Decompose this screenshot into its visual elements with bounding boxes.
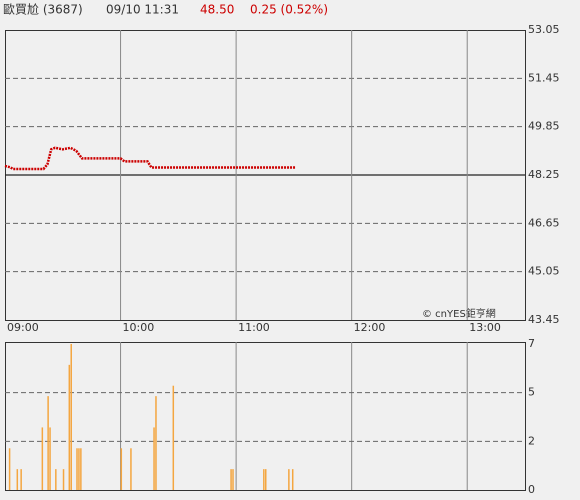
volume-panel — [5, 342, 526, 491]
volume-bar — [70, 344, 72, 490]
y-tick-label: 43.45 — [528, 313, 560, 326]
volume-bar — [8, 448, 11, 490]
volume-bar — [288, 469, 290, 490]
volume-bar — [120, 448, 123, 490]
volume-bar — [155, 396, 157, 490]
x-tick-label: 10:00 — [123, 321, 155, 334]
y-tick-label: 53.05 — [528, 23, 560, 36]
stock-name: 歐買尬 (3687) — [3, 2, 83, 17]
volume-bar — [263, 469, 265, 490]
y-tick-label: 2 — [528, 434, 535, 447]
volume-bar — [20, 469, 22, 490]
x-tick-label: 09:00 — [7, 321, 39, 334]
volume-bar — [291, 469, 294, 490]
volume-bar — [49, 427, 51, 490]
y-tick-label: 51.45 — [528, 71, 560, 84]
volume-bar — [16, 469, 19, 490]
y-tick-label: 46.65 — [528, 216, 560, 229]
volume-bar — [55, 469, 57, 490]
volume-bar — [68, 364, 71, 490]
volume-bar — [230, 469, 232, 490]
volume-bar — [41, 427, 44, 490]
y-tick-label: 0 — [528, 483, 535, 496]
price-line — [4, 146, 296, 171]
quote-time: 09/10 11:31 — [106, 3, 179, 17]
x-tick-label: 11:00 — [238, 321, 270, 334]
volume-bar — [172, 385, 175, 490]
volume-bar — [47, 396, 49, 490]
x-tick-label: 13:00 — [469, 321, 501, 334]
volume-bar — [78, 448, 80, 490]
volume-bar — [80, 448, 82, 490]
watermark: © cnYES鉅亨網 — [422, 307, 496, 320]
volume-bar — [130, 448, 132, 490]
volume-bar — [265, 469, 267, 490]
volume-bar — [62, 469, 65, 490]
y-tick-label: 5 — [528, 386, 535, 399]
price-change: 0.25 (0.52%) — [250, 3, 328, 17]
volume-bar — [76, 448, 78, 490]
y-tick-label: 7 — [528, 337, 535, 350]
y-tick-label: 49.85 — [528, 120, 560, 133]
volume-bar — [153, 427, 155, 490]
y-tick-label: 45.05 — [528, 265, 560, 278]
last-price: 48.50 — [200, 3, 234, 17]
x-tick-label: 12:00 — [354, 321, 386, 334]
y-tick-label: 48.25 — [528, 168, 560, 181]
volume-bar — [232, 469, 234, 490]
